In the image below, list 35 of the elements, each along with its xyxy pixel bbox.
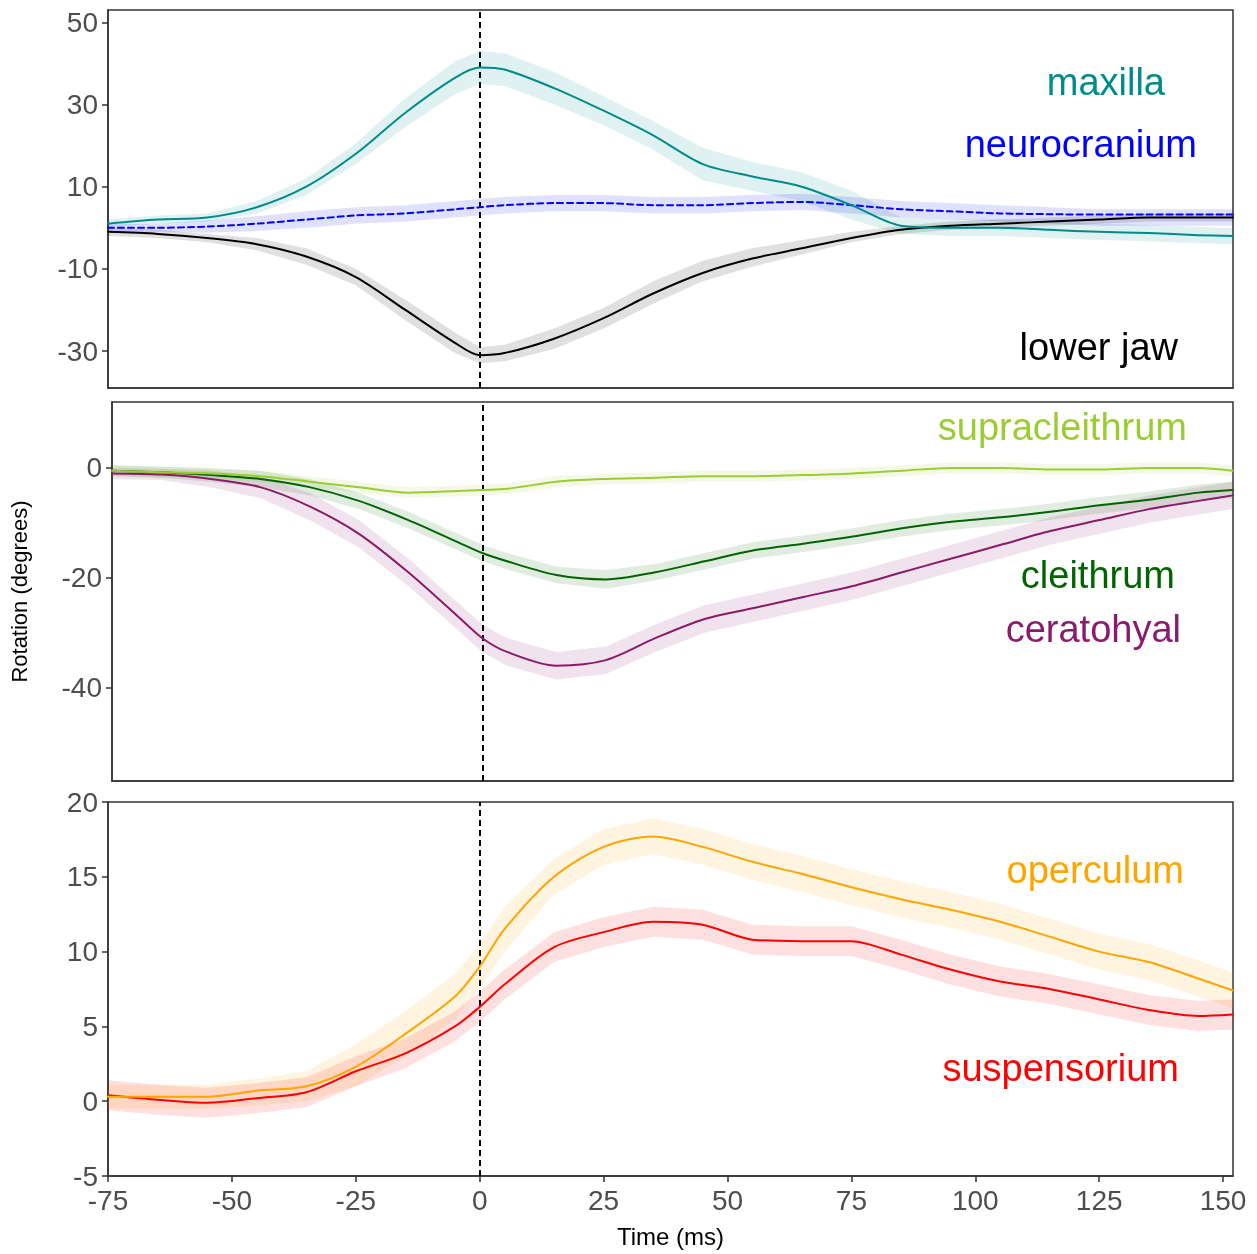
y-tick-label: 20 [66, 786, 98, 818]
line-series [107, 200, 1234, 229]
y-tick-label: 5 [82, 1010, 98, 1042]
x-tick-label: 0 [471, 1184, 488, 1216]
x-tick-label: 25 [588, 1184, 620, 1216]
series-label: neurocranium [964, 123, 1197, 165]
x-tick-label: -50 [211, 1184, 253, 1216]
y-tick-label: 30 [66, 89, 98, 120]
x-tick-label: -25 [335, 1184, 377, 1216]
x-tick-label: 75 [835, 1184, 867, 1216]
y-axis-title: Rotation (degrees) [6, 500, 32, 683]
series-label: suspensorium [942, 1047, 1179, 1089]
y-tick-label: 10 [66, 171, 98, 203]
line-series [111, 466, 1234, 494]
series-label: operculum [1006, 849, 1184, 891]
y-tick-label: -10 [57, 253, 98, 285]
text: lower jaw [1019, 326, 1179, 368]
x-axis-title: Time (ms) [616, 1222, 725, 1250]
y-tick-label: 15 [66, 861, 98, 893]
y-tick-label: -20 [61, 562, 102, 594]
y-tick-label: 10 [66, 936, 98, 968]
y-tick-label: -40 [61, 672, 102, 704]
y-tick-label: 50 [66, 6, 98, 38]
x-tick-label: 125 [1075, 1184, 1123, 1216]
series-label: ceratohyal [1005, 608, 1181, 650]
y-tick-label: 0 [82, 1085, 98, 1117]
series-label: cleithrum [1020, 554, 1175, 596]
series-label: supracleithrum [937, 406, 1187, 448]
y-tick-label: -30 [57, 335, 98, 367]
x-tick-label: 150 [1199, 1184, 1247, 1216]
x-tick-label: 50 [711, 1184, 744, 1216]
y-tick-label: 0 [86, 452, 102, 484]
y-tick-label: -5 [73, 1160, 98, 1192]
text: maxilla [1046, 61, 1166, 103]
x-tick-label: 100 [951, 1184, 999, 1216]
